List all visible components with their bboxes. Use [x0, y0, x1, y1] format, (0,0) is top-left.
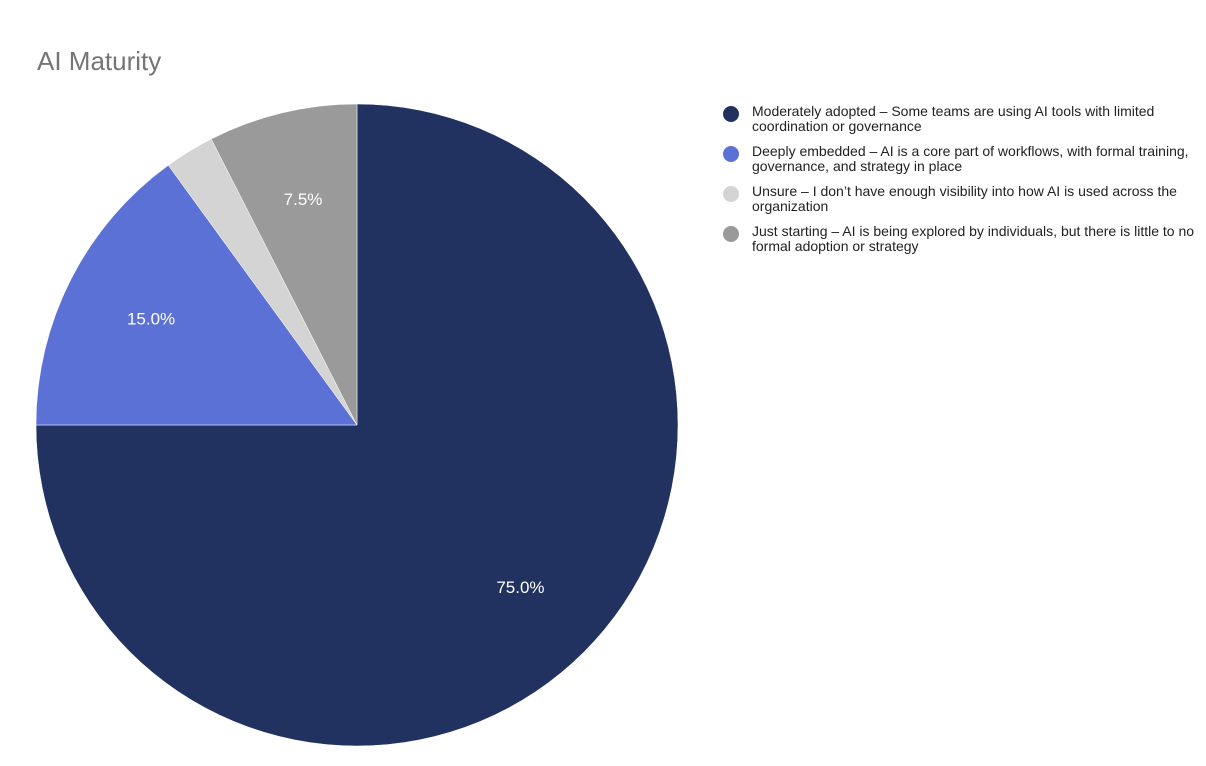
- pie-slice: [35, 164, 358, 426]
- legend-swatch: [723, 186, 739, 202]
- slice-value-label: 75.0%: [496, 578, 544, 597]
- slice-value-label: 7.5%: [284, 190, 323, 209]
- slice-value-label: 15.0%: [127, 310, 175, 329]
- legend-swatch: [723, 226, 739, 242]
- legend-label: Just starting – AI is being explored by …: [752, 223, 1195, 254]
- legend-item: Just starting – AI is being explored by …: [720, 224, 1200, 254]
- legend: Moderately adopted – Some teams are usin…: [720, 104, 1200, 264]
- pie-chart: 75.0% 15.0% 7.5%: [35, 103, 679, 747]
- legend-item: Deeply embedded – AI is a core part of w…: [720, 144, 1200, 174]
- legend-swatch: [723, 106, 739, 122]
- chart-title: AI Maturity: [37, 46, 162, 76]
- legend-item: Moderately adopted – Some teams are usin…: [720, 104, 1200, 134]
- legend-label: Unsure – I don’t have enough visibility …: [752, 183, 1177, 214]
- pie-slice: [210, 103, 358, 426]
- legend-item: Unsure – I don’t have enough visibility …: [720, 184, 1200, 214]
- legend-label: Deeply embedded – AI is a core part of w…: [752, 143, 1189, 174]
- legend-label: Moderately adopted – Some teams are usin…: [752, 103, 1155, 134]
- legend-swatch: [723, 146, 739, 162]
